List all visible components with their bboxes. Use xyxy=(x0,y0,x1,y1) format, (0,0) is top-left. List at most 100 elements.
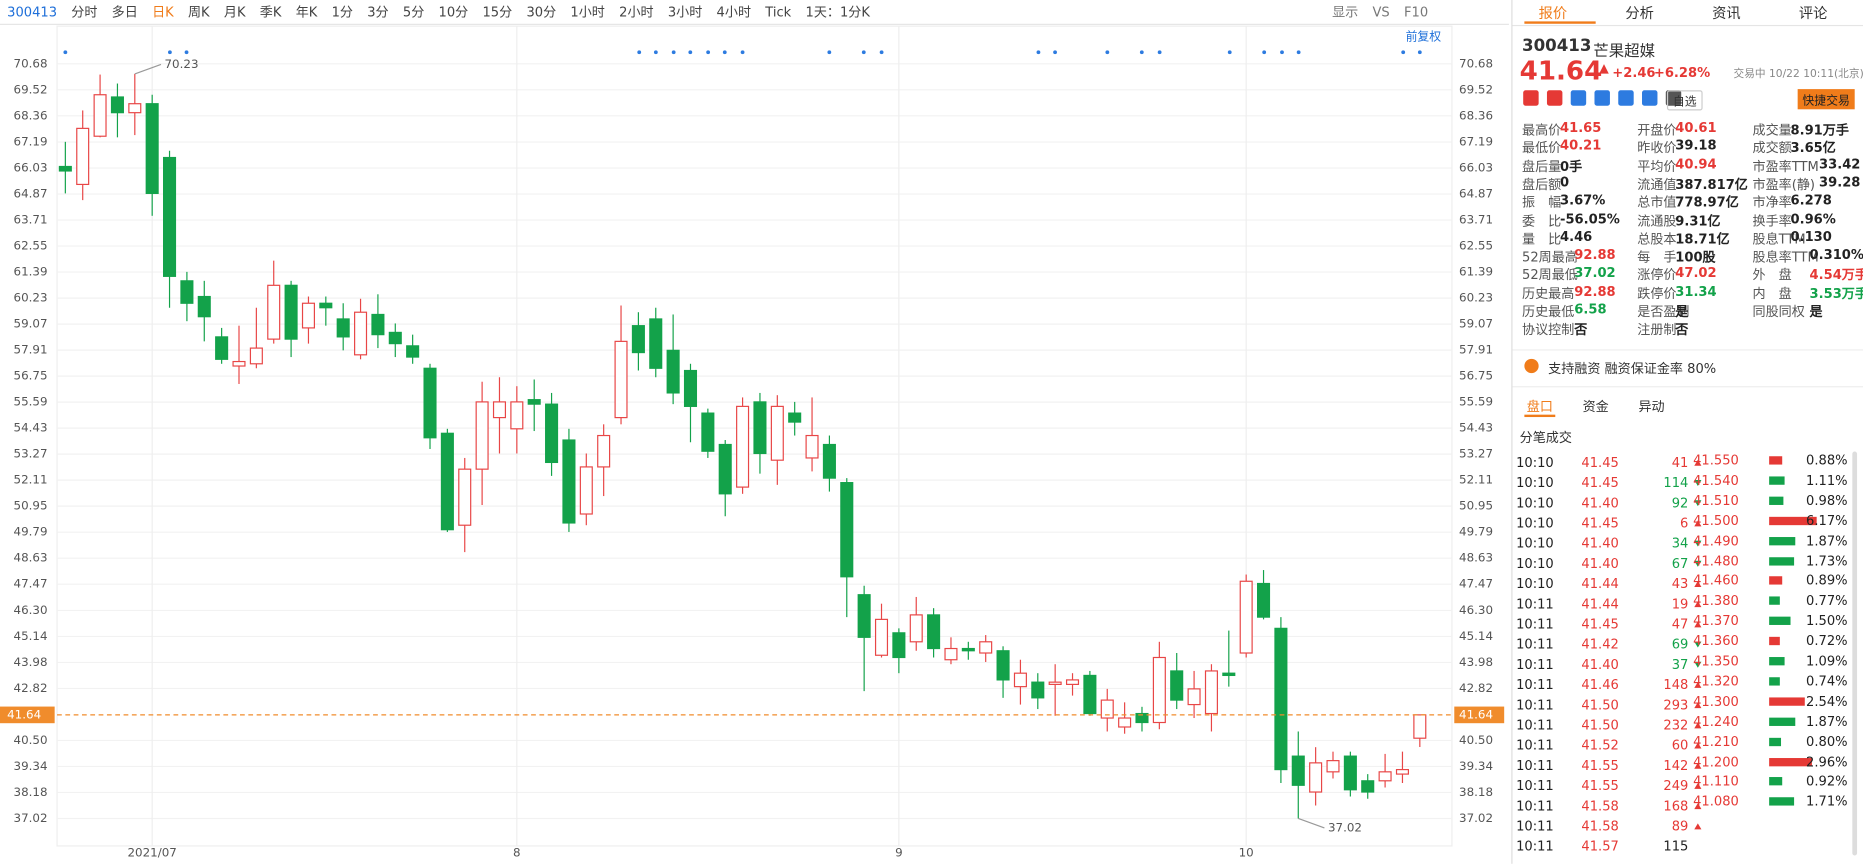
stat-label: 振 幅 xyxy=(1522,195,1562,211)
last-price-bg xyxy=(1454,706,1505,724)
candle-body xyxy=(770,405,784,461)
max-leader xyxy=(134,63,162,75)
price-arrow xyxy=(1599,64,1609,74)
y-tick-label: 64.87 xyxy=(14,187,48,201)
period-tab[interactable]: 日K xyxy=(152,4,174,21)
y-tick-label: 59.07 xyxy=(14,317,48,331)
candle-body xyxy=(579,466,593,515)
period-tab[interactable]: 年K xyxy=(295,4,318,21)
depth-pct: 1.87% xyxy=(1806,532,1848,549)
stat-label: 总股本 xyxy=(1637,231,1677,247)
panel-tab[interactable]: 资讯 xyxy=(1712,4,1741,22)
candle-body xyxy=(232,360,246,367)
depth-bar xyxy=(1769,456,1782,465)
stat-value: 39.28 xyxy=(1819,174,1861,190)
stat-label: 最低价 xyxy=(1522,140,1562,156)
candle-body xyxy=(614,340,628,419)
stat-value: 6.58 xyxy=(1574,301,1607,318)
period-tab[interactable]: 1天：1分K xyxy=(805,4,870,21)
period-tab[interactable]: 1分 xyxy=(331,4,353,21)
sub-tab[interactable]: 资金 xyxy=(1582,399,1609,415)
toolbar-action[interactable]: VS xyxy=(1372,4,1390,20)
depth-pct: 0.92% xyxy=(1806,773,1848,790)
toolbar-action[interactable]: 显示 xyxy=(1332,4,1359,21)
panel-tab[interactable]: 评论 xyxy=(1798,4,1828,22)
panel-tab[interactable]: 分析 xyxy=(1625,4,1654,22)
stat-label: 量 比 xyxy=(1522,231,1562,247)
stat-value: 6.278 xyxy=(1790,192,1832,209)
y-tick-label-right: 66.03 xyxy=(1459,161,1493,175)
period-tab[interactable]: 周K xyxy=(187,4,210,21)
adjust-button[interactable]: 前复权 xyxy=(1406,29,1442,43)
toolbar-action[interactable]: F10 xyxy=(1403,4,1429,20)
period-tab[interactable]: 多日 xyxy=(111,4,138,21)
candle-body xyxy=(1326,760,1340,773)
candle-body xyxy=(319,302,333,309)
candle-body xyxy=(440,432,454,531)
depth-bar xyxy=(1769,697,1806,706)
stat-label: 跌停价 xyxy=(1637,285,1677,302)
sub-tab[interactable]: 盘口 xyxy=(1526,399,1553,415)
stat-value: 4.54万手 xyxy=(1809,267,1863,284)
period-tab[interactable]: Tick xyxy=(765,4,792,20)
period-tab[interactable]: 1小时 xyxy=(570,4,605,21)
depth-bar xyxy=(1769,636,1780,646)
period-tab[interactable]: 10分 xyxy=(438,4,469,21)
trade-button[interactable]: 快捷交易 xyxy=(1797,89,1855,110)
period-tab[interactable]: 4小时 xyxy=(716,4,752,21)
depth-bar xyxy=(1769,677,1780,686)
depth-pct: 2.54% xyxy=(1806,693,1848,710)
trade-price: 41.52 xyxy=(1581,737,1619,754)
feature-icon xyxy=(1570,90,1587,106)
period-tab[interactable]: 分时 xyxy=(71,4,98,21)
depth-pct: 1.09% xyxy=(1806,653,1848,669)
trade-price: 41.40 xyxy=(1581,657,1619,673)
trade-arrow xyxy=(1694,742,1702,749)
period-tab[interactable]: 15分 xyxy=(482,4,513,21)
candle-body xyxy=(128,103,142,114)
event-dot xyxy=(168,50,172,55)
event-dot xyxy=(722,50,727,55)
period-tab[interactable]: 3小时 xyxy=(667,4,703,21)
divider xyxy=(1512,386,1863,388)
y-tick-label-right: 67.19 xyxy=(1459,135,1493,149)
quote-panel: 报价 分析 资讯 评论 300413 芒果超媒 41.64 +2.46 +6.28% 交易中 10… xyxy=(1511,0,1863,864)
depth-price: 41.380 xyxy=(1693,593,1739,609)
x-tick-label: 9 xyxy=(895,846,903,860)
depth-pct: 0.72% xyxy=(1806,633,1848,649)
quote-price: 41.64 xyxy=(1519,57,1603,87)
period-tab[interactable]: 季K xyxy=(259,4,282,21)
y-tick-label-right: 63.71 xyxy=(1459,213,1493,227)
event-dot xyxy=(184,50,189,55)
period-tab[interactable]: 3分 xyxy=(367,4,389,21)
event-dot xyxy=(671,50,676,55)
trade-price: 41.55 xyxy=(1581,758,1619,774)
depth-bar xyxy=(1769,556,1794,565)
depth-pct: 0.98% xyxy=(1806,492,1848,509)
y-tick-label: 40.50 xyxy=(14,733,48,747)
stat-value: 40.21 xyxy=(1560,138,1602,154)
trade-time: 10:11 xyxy=(1516,798,1554,814)
stock-code: 300413 xyxy=(7,4,58,20)
sub-tab[interactable]: 异动 xyxy=(1638,399,1665,415)
last-price-label-right: 41.64 xyxy=(1459,707,1493,721)
depth-price: 41.360 xyxy=(1693,633,1739,649)
stat-value: 0.310% xyxy=(1809,247,1863,263)
y-tick-label: 67.19 xyxy=(14,135,48,149)
period-tab[interactable]: 月K xyxy=(223,4,246,21)
trade-time: 10:11 xyxy=(1516,616,1554,633)
period-tab[interactable]: 2小时 xyxy=(619,4,654,21)
candle-body xyxy=(944,647,958,661)
candle-body xyxy=(492,401,507,419)
candle-body xyxy=(683,369,698,407)
event-dot xyxy=(706,50,711,55)
candle-body xyxy=(1135,712,1149,724)
y-tick-label: 69.52 xyxy=(14,82,48,96)
period-tab[interactable]: 30分 xyxy=(526,4,557,21)
trade-time: 10:11 xyxy=(1516,838,1554,855)
panel-tab[interactable]: 报价 xyxy=(1538,4,1568,22)
period-tab[interactable]: 5分 xyxy=(402,4,425,21)
trade-price: 41.42 xyxy=(1581,636,1619,653)
watch-button[interactable]: 自选 xyxy=(1666,90,1703,111)
min-leader xyxy=(1298,817,1325,829)
